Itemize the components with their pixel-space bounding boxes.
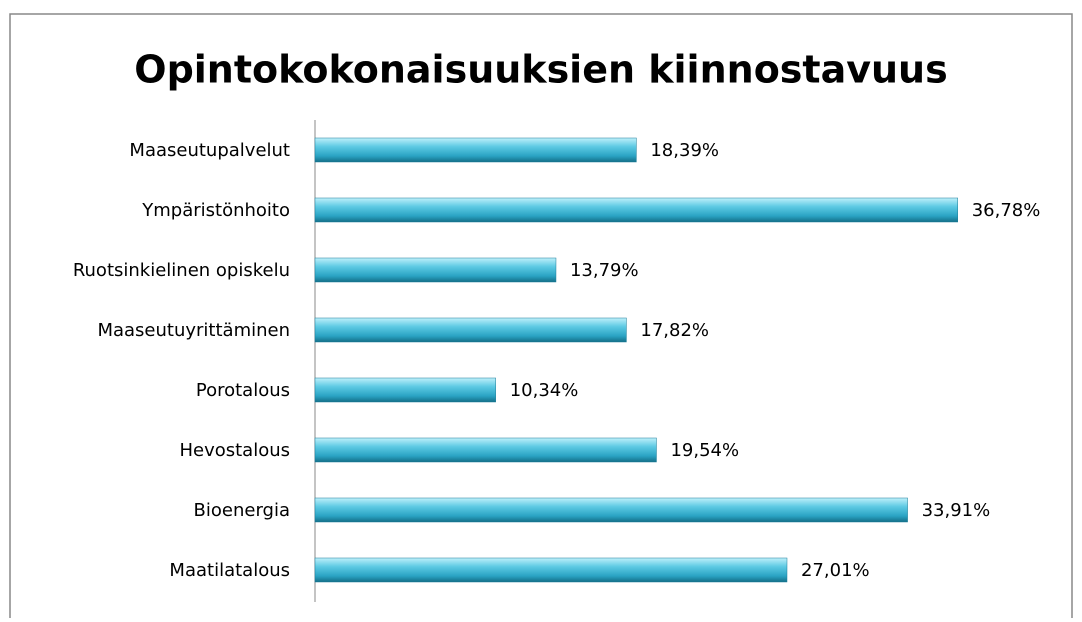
value-label: 19,54%	[670, 440, 739, 461]
value-label: 36,78%	[972, 200, 1041, 221]
y-tick-label: Ympäristönhoito	[141, 200, 290, 221]
bar	[314, 557, 788, 583]
bar	[314, 437, 657, 463]
bar	[314, 137, 637, 163]
bar	[314, 377, 496, 403]
y-tick-label: Hevostalous	[179, 440, 290, 461]
chart-title: Opintokokonaisuuksien kiinnostavuus	[134, 48, 947, 92]
y-tick-label: Maatilatalous	[169, 560, 290, 581]
bar	[314, 317, 627, 343]
y-tick-label: Ruotsinkielinen opiskelu	[73, 260, 290, 281]
y-tick-label: Porotalous	[196, 380, 290, 401]
value-label: 10,34%	[510, 380, 579, 401]
value-label: 33,91%	[922, 500, 991, 521]
value-label: 27,01%	[801, 560, 870, 581]
value-label: 18,39%	[650, 140, 719, 161]
value-label: 13,79%	[570, 260, 639, 281]
value-label: 17,82%	[640, 320, 709, 341]
bar	[314, 257, 557, 283]
chart-frame	[9, 13, 1073, 622]
bar	[314, 497, 908, 523]
bar	[314, 197, 958, 223]
y-tick-label: Maaseutupalvelut	[129, 140, 290, 161]
y-tick-label: Maaseutuyrittäminen	[97, 320, 290, 341]
y-tick-label: Bioenergia	[194, 500, 290, 521]
